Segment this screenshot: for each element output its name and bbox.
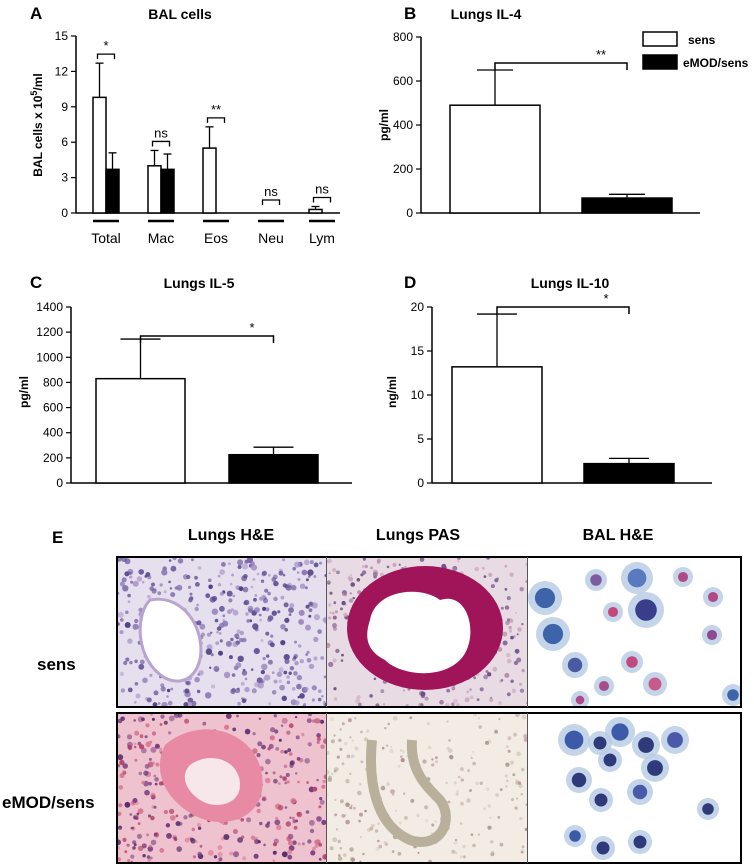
micrograph-sens-lungs-pas	[327, 558, 527, 706]
significance-bracket	[494, 62, 628, 70]
significance-bracket	[261, 199, 281, 205]
panel-label-d: D	[404, 273, 416, 292]
category-label: Neu	[258, 230, 284, 246]
bar-sens	[95, 377, 186, 484]
significance-bracket	[151, 140, 171, 147]
y-tick-label: 20	[411, 300, 425, 314]
y-tick-label: 10	[411, 388, 425, 402]
significance-label: **	[596, 47, 606, 62]
y-tick-label: 200	[43, 451, 63, 465]
y-tick-label: 9	[61, 100, 68, 114]
y-axis-label: pg/ml	[17, 376, 31, 408]
y-axis-label-sup: 5	[29, 91, 39, 96]
y-tick-label: 1400	[36, 300, 63, 314]
column-header-lungs-he: Lungs H&E	[188, 527, 275, 544]
significance-bracket	[496, 306, 630, 315]
chart-a-bal-cells: 0 3 6 9 12 15 BAL cells BAL cells x 105/ml Total…	[29, 6, 340, 246]
bar-emod-sens	[581, 197, 673, 214]
bar-emod-sens	[583, 462, 675, 484]
significance-label: *	[249, 320, 254, 335]
bar-sens	[202, 147, 217, 214]
chart-title: Lungs IL-5	[164, 275, 235, 291]
micrograph-emod-bal-he	[528, 714, 740, 862]
category-label: Total	[91, 230, 121, 246]
y-tick-label: 15	[55, 29, 69, 43]
y-tick-label: 6	[61, 135, 68, 149]
y-tick-label: 200	[393, 162, 413, 176]
y-axis-label-main: BAL cells x 10	[31, 95, 45, 176]
panel-label-a: A	[30, 4, 42, 23]
significance-label: ns	[264, 184, 278, 199]
significance-label: *	[603, 291, 608, 306]
chart-title: Lungs IL-4	[451, 6, 522, 22]
y-axis-label: ng/ml	[385, 376, 399, 408]
y-tick-label: 0	[61, 206, 68, 220]
legend-swatch-sens	[642, 31, 678, 47]
y-tick-label: 0	[406, 206, 413, 220]
category-label: Lym	[309, 230, 335, 246]
panel-label-c: C	[30, 273, 42, 292]
y-tick-label: 5	[417, 432, 424, 446]
y-axis-label-tail: /ml	[31, 73, 45, 90]
y-tick-label: 1000	[36, 350, 63, 364]
y-tick-label: 0	[417, 476, 424, 490]
legend: sens eMOD/sens	[642, 31, 749, 70]
y-tick-label: 800	[43, 375, 63, 389]
y-tick-label: 0	[56, 476, 63, 490]
micrograph-emod-lungs-pas	[327, 714, 527, 862]
column-header-lungs-pas: Lungs PAS	[376, 527, 460, 544]
panel-label-e: E	[52, 528, 63, 547]
y-tick-label: 12	[55, 64, 69, 78]
y-tick-label: 400	[43, 426, 63, 440]
legend-swatch-emod	[642, 54, 678, 70]
bar-emod-sens	[228, 453, 319, 484]
y-tick-label: 1200	[36, 325, 63, 339]
category-label: Eos	[204, 230, 228, 246]
significance-bracket	[139, 335, 275, 344]
bar-sens	[449, 104, 541, 214]
y-axis-label: pg/ml	[377, 109, 391, 141]
y-tick-label: 600	[393, 74, 413, 88]
chart-title: BAL cells	[148, 6, 212, 22]
significance-label: *	[103, 38, 108, 53]
chart-c-lungs-il5: 0 200 400 600 800 1000 1200 1400 Lungs IL-5 pg/ml…	[17, 275, 352, 490]
row-header-emod-sens: eMOD/sens	[2, 793, 95, 812]
significance-bracket	[206, 117, 226, 123]
bar-sens	[147, 165, 162, 214]
y-tick-label: 400	[393, 118, 413, 132]
bar-emod-sens	[105, 168, 120, 214]
y-axis-label: BAL cells x 105/ml	[29, 73, 45, 177]
bar-emod-sens	[160, 168, 175, 214]
category-label: Mac	[148, 230, 174, 246]
y-tick-label: 800	[393, 30, 413, 44]
legend-label-emod: eMOD/sens	[683, 56, 749, 70]
chart-b-lungs-il4: 0 200 400 600 800 Lungs IL-4 pg/ml **	[377, 6, 700, 220]
column-header-bal-he: BAL H&E	[583, 527, 654, 544]
legend-label-sens: sens	[688, 33, 716, 47]
micrograph-emod-lungs-he	[118, 714, 326, 862]
significance-label: ns	[154, 125, 168, 140]
significance-bracket	[96, 53, 116, 60]
bar-sens	[451, 366, 543, 484]
y-tick-label: 15	[411, 344, 425, 358]
bar-sens	[308, 208, 323, 214]
panel-label-b: B	[404, 4, 416, 23]
row-header-sens: sens	[37, 655, 76, 674]
micrograph-sens-lungs-he	[118, 558, 326, 706]
row-frame-sens	[116, 556, 742, 708]
micrograph-sens-bal-he	[528, 558, 740, 706]
y-tick-label: 600	[43, 401, 63, 415]
significance-label: ns	[315, 182, 329, 197]
chart-d-lungs-il10: 0 5 10 15 20 Lungs IL-10 ng/ml *	[385, 275, 712, 490]
chart-title: Lungs IL-10	[531, 275, 610, 291]
bar-sens	[92, 96, 107, 214]
significance-label: **	[211, 102, 221, 117]
row-frame-emod-sens	[116, 712, 742, 864]
y-tick-label: 3	[61, 171, 68, 185]
significance-bracket	[312, 196, 332, 203]
